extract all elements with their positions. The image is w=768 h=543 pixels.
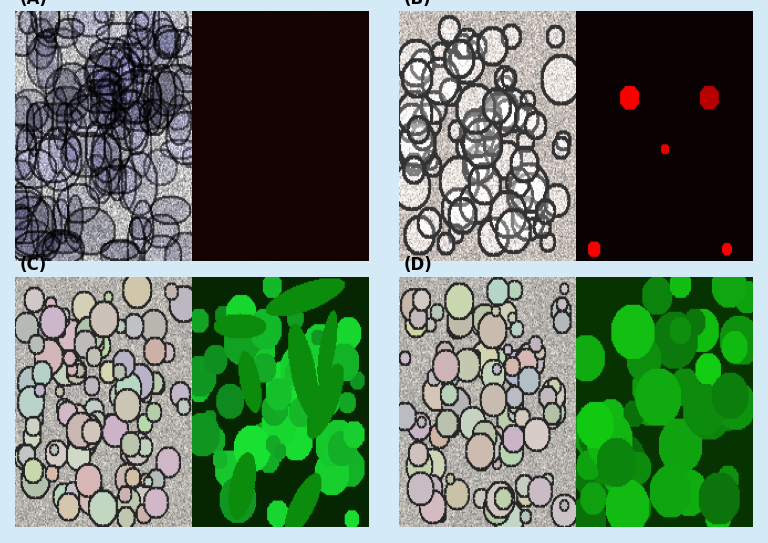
Text: (B): (B) [403,0,431,8]
Text: (C): (C) [19,256,46,274]
Text: (A): (A) [19,0,47,8]
Text: (D): (D) [403,256,432,274]
